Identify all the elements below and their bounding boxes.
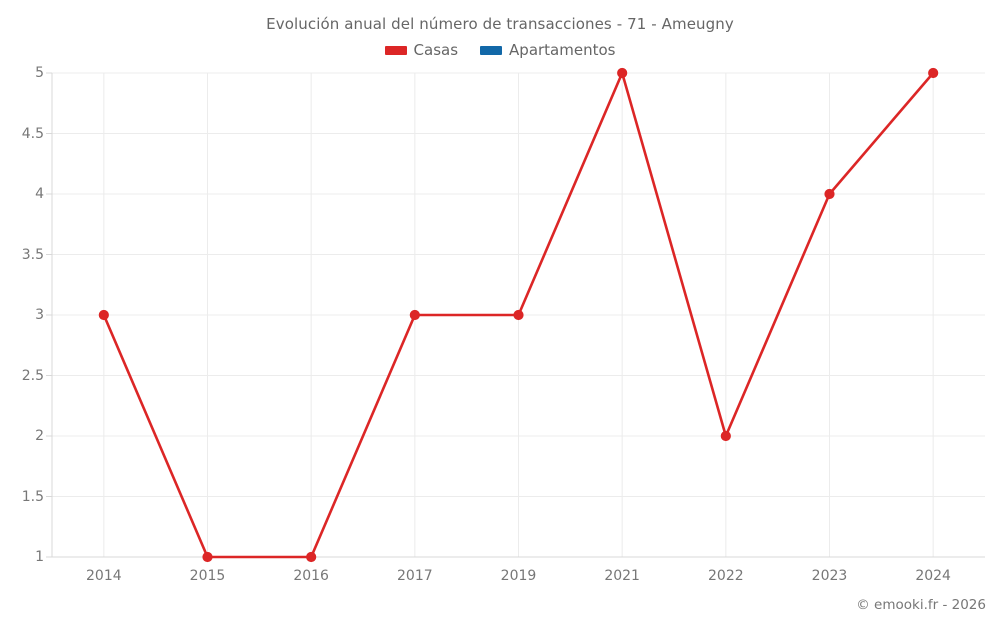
series-markers bbox=[98, 67, 939, 563]
legend-label-apartamentos: Apartamentos bbox=[509, 41, 616, 59]
plot-area bbox=[46, 67, 985, 563]
x-axis-tick-label: 2022 bbox=[708, 568, 744, 584]
legend-label-casas: Casas bbox=[413, 41, 459, 59]
x-axis-tick-label: 2021 bbox=[604, 568, 640, 584]
y-axis-tick-label: 2 bbox=[35, 428, 44, 444]
data-point-casas bbox=[928, 67, 939, 79]
axis-ticks bbox=[46, 72, 52, 558]
x-axis-tick-label: 2015 bbox=[189, 568, 226, 584]
x-axis-tick-label: 2024 bbox=[915, 568, 951, 584]
legend-item-casas[interactable]: Casas bbox=[384, 41, 459, 59]
chart-title: Evolución anual del número de transaccio… bbox=[266, 15, 734, 33]
x-axis-tick-label: 2023 bbox=[811, 568, 848, 584]
y-axis-tick-label: 1 bbox=[35, 549, 44, 565]
y-axis-tick-label: 3 bbox=[35, 307, 44, 323]
y-axis-tick-label: 1.5 bbox=[21, 488, 44, 505]
y-axis-tick-label: 3.5 bbox=[21, 246, 44, 263]
y-axis-tick-labels: 1 1.5 2 2.5 3 3.5 4 4.5 5 bbox=[0, 65, 44, 565]
y-axis-tick-label: 4.5 bbox=[21, 125, 44, 142]
x-axis-tick-label: 2016 bbox=[293, 568, 329, 584]
x-axis-tick-label: 2014 bbox=[86, 568, 122, 584]
data-point-casas bbox=[824, 188, 835, 200]
footer-credit: © emooki.fr - 2026 bbox=[856, 597, 986, 613]
x-axis-tick-label: 2017 bbox=[397, 568, 433, 584]
legend-swatch-apartamentos bbox=[480, 46, 503, 55]
x-axis-tick-label: 2019 bbox=[500, 568, 537, 584]
data-point-casas bbox=[617, 67, 628, 79]
y-axis-tick-label: 2.5 bbox=[21, 367, 44, 384]
chart-legend: Casas Apartamentos bbox=[0, 43, 1000, 58]
legend-swatch-casas bbox=[384, 46, 407, 55]
x-axis-tick-labels: 2014 2015 2016 2017 2019 2021 2022 2023 2024 bbox=[52, 568, 985, 590]
data-point-casas bbox=[513, 309, 524, 321]
y-axis-tick-label: 4 bbox=[35, 186, 44, 202]
chart-canvas bbox=[46, 67, 985, 563]
data-point-casas bbox=[720, 430, 731, 442]
legend-item-apartamentos[interactable]: Apartamentos bbox=[480, 43, 615, 58]
data-point-casas bbox=[98, 309, 109, 321]
y-axis-tick-label: 5 bbox=[35, 65, 44, 81]
data-point-casas bbox=[409, 309, 420, 321]
data-point-casas bbox=[202, 551, 213, 563]
data-point-casas bbox=[306, 551, 317, 563]
